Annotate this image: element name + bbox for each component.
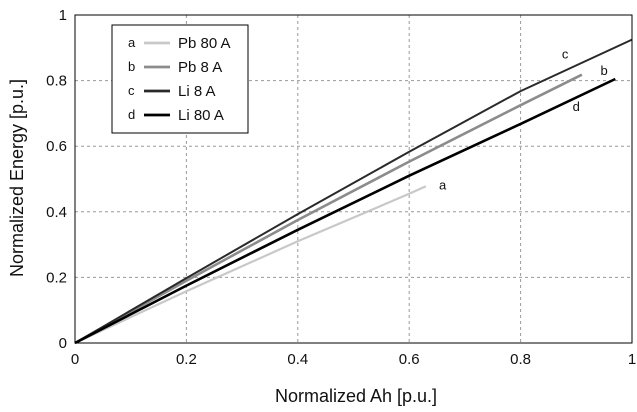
legend-entry: Pb 8 A (178, 59, 222, 76)
curve-label-c: c (562, 46, 569, 61)
y-tick-label: 0.6 (46, 138, 67, 155)
x-tick-label: 0.2 (176, 351, 197, 368)
legend-letter: c (128, 83, 135, 98)
legend-entry: Li 80 A (178, 107, 224, 124)
axis-ticks: 0 0.2 0.4 0.6 0.8 1 0 0.2 0.4 0.6 0.8 1 (46, 7, 636, 368)
y-tick-label: 1 (59, 7, 67, 24)
y-tick-label: 0 (59, 335, 67, 352)
series-line-b (74, 73, 583, 345)
curve-label-a: a (439, 178, 447, 193)
y-tick-label: 0.4 (46, 204, 67, 221)
x-tick-label: 0.4 (287, 351, 308, 368)
plot-frame (74, 14, 633, 344)
curve-label-d: d (573, 99, 580, 114)
x-tick-label: 0 (71, 351, 79, 368)
legend-letter: d (128, 107, 135, 122)
series-line-d (74, 77, 616, 345)
y-axis-label: Normalized Energy [p.u.] (7, 79, 27, 277)
x-tick-label: 0.8 (510, 351, 531, 368)
series-line-a (74, 185, 427, 344)
legend-entry: Pb 80 A (178, 35, 231, 52)
x-axis-label: Normalized Ah [p.u.] (275, 386, 437, 406)
y-tick-label: 0.8 (46, 73, 67, 90)
legend: a Pb 80 A b Pb 8 A c Li 8 A d Li 80 A (111, 24, 249, 134)
grid (75, 15, 632, 343)
x-tick-label: 1 (628, 351, 636, 368)
x-tick-label: 0.6 (399, 351, 420, 368)
legend-letter: a (128, 35, 136, 50)
curve-label-b: b (601, 63, 608, 78)
legend-box (111, 24, 249, 134)
curve-labels: a b c d (439, 46, 608, 192)
legend-entry: Li 8 A (178, 83, 216, 100)
series-layer (74, 38, 633, 345)
y-tick-label: 0.2 (46, 269, 67, 286)
legend-letter: b (128, 59, 135, 74)
series-line-c (74, 38, 633, 344)
